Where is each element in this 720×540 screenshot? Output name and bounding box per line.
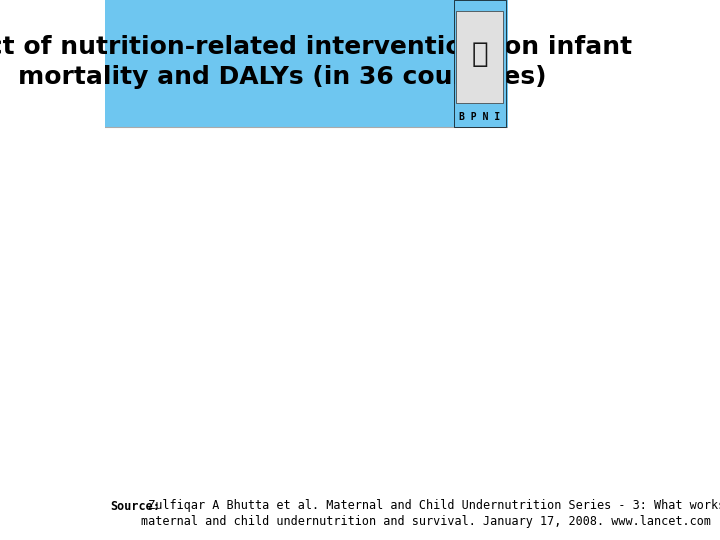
FancyBboxPatch shape (456, 11, 503, 103)
Text: 🤱: 🤱 (472, 40, 488, 68)
FancyBboxPatch shape (104, 0, 508, 127)
Text: Zulfiqar A Bhutta et al. Maternal and Child Undernutrition Series - 3: What work: Zulfiqar A Bhutta et al. Maternal and Ch… (141, 500, 720, 528)
FancyBboxPatch shape (454, 0, 506, 127)
Text: B P N I: B P N I (459, 111, 500, 122)
Text: Source:: Source: (111, 500, 161, 512)
Text: Effect of nutrition-related interventions on infant
mortality and DALYs (in 36 c: Effect of nutrition-related intervention… (0, 35, 632, 90)
